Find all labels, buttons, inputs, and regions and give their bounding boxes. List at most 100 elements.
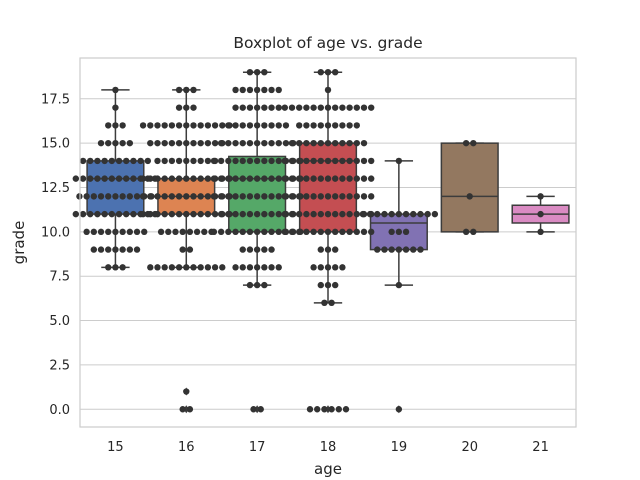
swarm-point (112, 264, 119, 271)
swarm-point (183, 264, 190, 271)
swarm-point (183, 104, 190, 111)
swarm-point (314, 406, 321, 413)
swarm-point (253, 228, 261, 236)
swarm-point (310, 122, 317, 129)
swarm-point (275, 157, 282, 165)
swarm-point (225, 175, 232, 182)
swarm-point (161, 193, 168, 200)
swarm-point (175, 157, 183, 165)
swarm-point (210, 175, 218, 182)
swarm-point (232, 193, 239, 200)
swarm-point (168, 139, 176, 147)
swarm-point (133, 228, 141, 236)
swarm-point (211, 264, 219, 271)
y-tick-label: 7.5 (49, 270, 70, 285)
swarm-point (368, 104, 375, 111)
swarm-point (119, 193, 126, 200)
swarm-point (94, 175, 101, 182)
swarm-point (261, 228, 268, 236)
swarm-point (353, 104, 360, 111)
swarm-point (381, 210, 388, 218)
swarm-point (296, 175, 303, 182)
swarm-point (368, 175, 375, 182)
swarm-point (186, 228, 194, 236)
swarm-point (197, 210, 204, 218)
swarm-point (112, 193, 119, 200)
swarm-point (119, 228, 126, 236)
swarm-point (211, 122, 219, 129)
swarm-point (79, 210, 87, 218)
swarm-point (154, 139, 161, 147)
swarm-point (112, 228, 119, 236)
swarm-point (275, 210, 282, 218)
swarm-point (246, 122, 254, 129)
swarm-point (281, 175, 288, 182)
swarm-point (123, 157, 130, 165)
swarm-point (225, 228, 232, 236)
swarm-point (253, 86, 261, 94)
swarm-point (303, 228, 310, 236)
swarm-point (268, 228, 275, 236)
x-tick-label: 20 (461, 440, 478, 455)
swarm-point (317, 246, 324, 253)
swarm-point (161, 210, 168, 218)
swarm-point (105, 139, 112, 147)
swarm-point (250, 406, 257, 413)
swarm-point (339, 175, 346, 182)
x-tick-label: 19 (391, 440, 408, 455)
swarm-point (147, 193, 154, 200)
swarm-point (190, 86, 197, 94)
swarm-point (123, 210, 130, 218)
swarm-point (296, 139, 303, 147)
swarm-point (168, 122, 176, 129)
swarm-point (261, 139, 268, 147)
swarm-point (253, 68, 261, 76)
swarm-point (253, 122, 261, 129)
swarm-point (462, 139, 470, 147)
swarm-point (281, 104, 288, 111)
swarm-point (204, 122, 212, 129)
swarm-point (87, 157, 94, 165)
swarm-point (296, 193, 303, 200)
swarm-point (281, 157, 288, 165)
swarm-point (133, 193, 141, 200)
swarm-point (232, 104, 239, 111)
x-tick-label: 17 (249, 440, 266, 455)
swarm-point (197, 122, 204, 129)
swarm-point (335, 406, 342, 413)
x-tick-labels: 15 16 17 18 19 20 21 (107, 440, 549, 455)
swarm-point (154, 264, 161, 271)
swarm-point (87, 210, 94, 218)
swarm-point (211, 210, 219, 218)
swarm-point (253, 175, 261, 182)
x-tick-label: 18 (320, 440, 337, 455)
swarm-point (217, 193, 225, 200)
swarm-point (261, 193, 268, 200)
swarm-point (161, 175, 168, 182)
swarm-point (324, 246, 332, 253)
swarm-point (217, 175, 225, 182)
swarm-point (253, 193, 261, 200)
swarm-point (232, 122, 239, 129)
swarm-point (190, 264, 197, 271)
swarm-point (217, 228, 225, 236)
swarm-point (462, 228, 470, 236)
swarm-point (225, 193, 232, 200)
swarm-point (175, 139, 183, 147)
swarm-point (112, 139, 119, 147)
swarm-point (123, 175, 130, 182)
swarm-point (168, 193, 176, 200)
swarm-point (197, 139, 204, 147)
swarm-point (119, 139, 126, 147)
swarm-point (268, 175, 275, 182)
swarm-point (154, 122, 161, 129)
swarm-point (97, 193, 105, 200)
swarm-point (179, 228, 186, 236)
swarm-point (317, 210, 324, 218)
swarm-point (190, 193, 197, 200)
swarm-point (225, 122, 232, 129)
swarm-point (261, 175, 268, 182)
swarm-point (275, 193, 282, 200)
swarm-point (268, 157, 275, 165)
swarm-point (168, 157, 176, 165)
